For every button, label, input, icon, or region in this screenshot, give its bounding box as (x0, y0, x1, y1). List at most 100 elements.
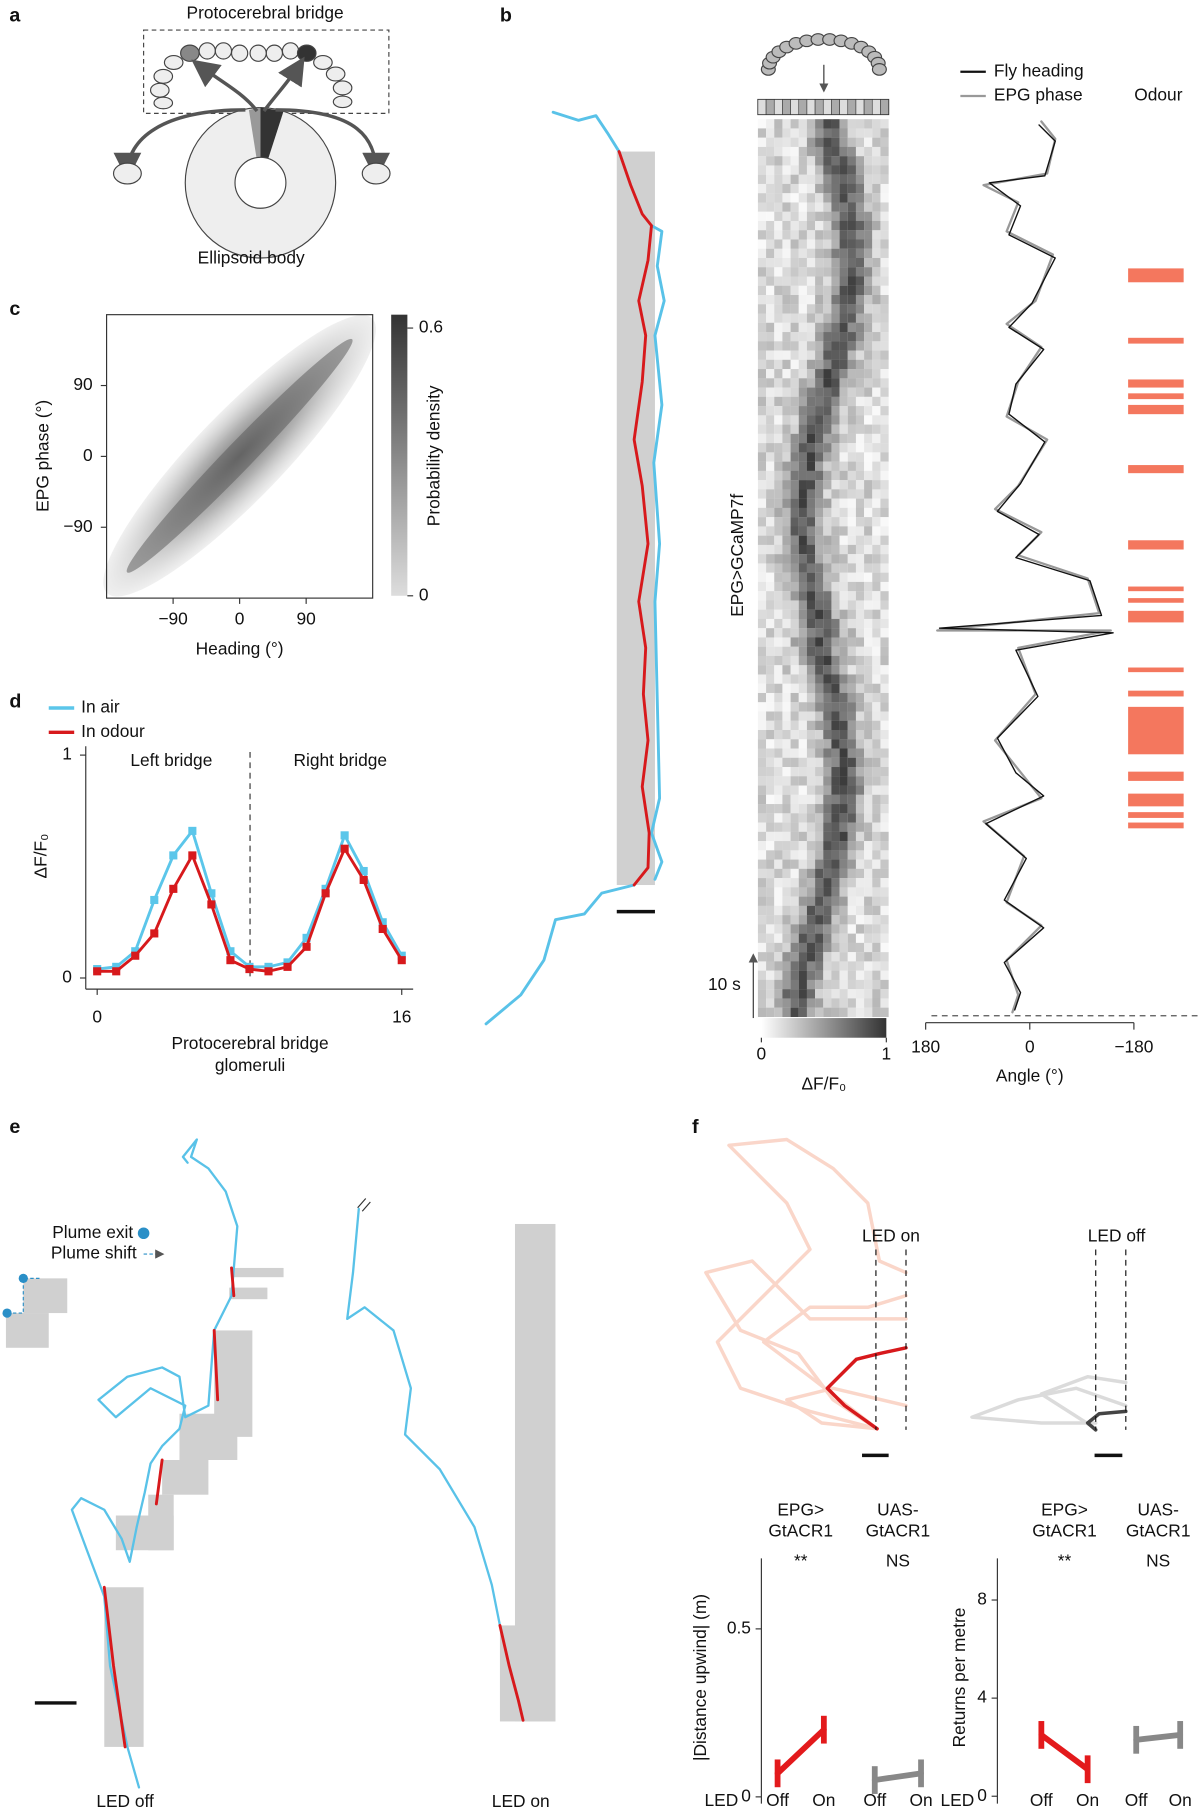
heatmap-cell (815, 711, 824, 721)
heatmap-cell (815, 165, 824, 175)
heatmap-cell (774, 415, 783, 425)
heatmap-cell (847, 211, 856, 222)
heatmap-cell (815, 665, 824, 675)
heatmap-cell (864, 720, 873, 731)
heatmap-cell (880, 1007, 889, 1018)
heatmap-cell (782, 748, 791, 758)
heatmap-cell (880, 332, 889, 342)
heatmap-cell (864, 581, 873, 592)
heatmap-cell (847, 563, 856, 573)
heatmap-cell (790, 128, 799, 138)
heatmap-cell (798, 322, 807, 333)
heatmap-cell (831, 285, 840, 296)
heatmap-cell (790, 202, 799, 212)
heatmap-cell (798, 174, 807, 185)
heatmap-cell (774, 646, 783, 657)
heatmap-cell (806, 443, 816, 453)
heatmap-cell (782, 396, 791, 407)
heatmap-cell (790, 174, 799, 185)
heatmap-cell (872, 924, 881, 934)
heatmap-cell (831, 230, 840, 240)
heatmap-cell (766, 554, 775, 564)
heatmap-cell (823, 572, 832, 583)
tick-label: −180 (1114, 1037, 1153, 1057)
heatmap-cell (798, 942, 807, 953)
heatmap-cell (798, 822, 807, 832)
heatmap-cell (815, 304, 824, 314)
heatmap-cell (880, 248, 889, 259)
heatmap-cell (855, 655, 865, 666)
heatmap-cell (806, 544, 816, 555)
heatmap-cell (774, 554, 783, 564)
heatmap-cell (815, 692, 824, 703)
heatmap-cell (839, 868, 848, 879)
heatmap-cell (831, 322, 840, 333)
heatmap-cell (831, 406, 840, 416)
heatmap-cell (847, 461, 856, 471)
heatmap-cell (847, 887, 856, 897)
heatmap-cell (864, 794, 873, 805)
heatmap-cell (839, 489, 848, 499)
tick-label: On (909, 1790, 932, 1810)
heatmap (757, 119, 889, 1018)
heatmap-cell (790, 767, 799, 777)
heatmap-cell (847, 785, 856, 795)
heatmap-cell (757, 443, 767, 453)
heatmap-cell (790, 702, 799, 712)
heatmap-cell (831, 581, 840, 592)
heatmap-cell (864, 618, 873, 629)
heatmap-cell (790, 156, 799, 166)
mean-line (1133, 1732, 1184, 1743)
heatmap-cell (774, 785, 783, 795)
heatmap-cell (766, 831, 775, 842)
heatmap-cell (790, 257, 799, 268)
heatmap-cell (806, 137, 816, 148)
heatmap-cell (847, 896, 856, 906)
heatmap-cell (757, 942, 767, 953)
heatmap-cell (806, 470, 816, 481)
heatmap-cell (831, 498, 840, 508)
heatmap-cell (774, 748, 783, 758)
heatmap-cell (815, 433, 824, 444)
heatmap-cell (790, 137, 799, 148)
heatmap-cell (847, 618, 856, 629)
heatmap-cell (831, 665, 840, 675)
heatmap-cell (847, 387, 856, 397)
heatmap-cell (839, 267, 848, 277)
heatmap-cell (831, 692, 840, 703)
heatmap-cell (839, 517, 848, 527)
heatmap-cell (798, 433, 807, 444)
heatmap-cell (847, 257, 856, 268)
heatmap-cell (831, 757, 840, 768)
heatmap-cell (798, 146, 807, 157)
group-label: GtACR1 (1032, 1520, 1097, 1540)
heatmap-cell (847, 406, 856, 416)
heatmap-cell (872, 896, 881, 906)
heatmap-cell (831, 970, 840, 980)
heatmap-cell (766, 915, 775, 925)
tick-label: 0 (741, 1785, 751, 1805)
heatmap-cell (798, 350, 807, 360)
heatmap-cell (815, 841, 824, 851)
heatmap-cell (864, 767, 873, 777)
glomerulus (798, 99, 808, 115)
heatmap-cell (839, 952, 848, 962)
heatmap-cell (782, 554, 791, 564)
heatmap-cell (766, 637, 775, 647)
heatmap-cell (815, 480, 824, 490)
data-point (264, 967, 273, 976)
heatmap-cell (847, 674, 856, 684)
heatmap-cell (872, 618, 881, 629)
heatmap-cell (766, 202, 775, 212)
heatmap-cell (782, 961, 791, 971)
heatmap-cell (798, 915, 807, 925)
heatmap-cell (864, 952, 873, 962)
heatmap-cell (831, 794, 840, 805)
heatmap-cell (864, 415, 873, 425)
heatmap-cell (880, 304, 889, 314)
heatmap-cell (864, 896, 873, 906)
heatmap-cell (831, 915, 840, 925)
heatmap-cell (831, 711, 840, 721)
heatmap-cell (806, 156, 816, 166)
heatmap-cell (831, 609, 840, 620)
